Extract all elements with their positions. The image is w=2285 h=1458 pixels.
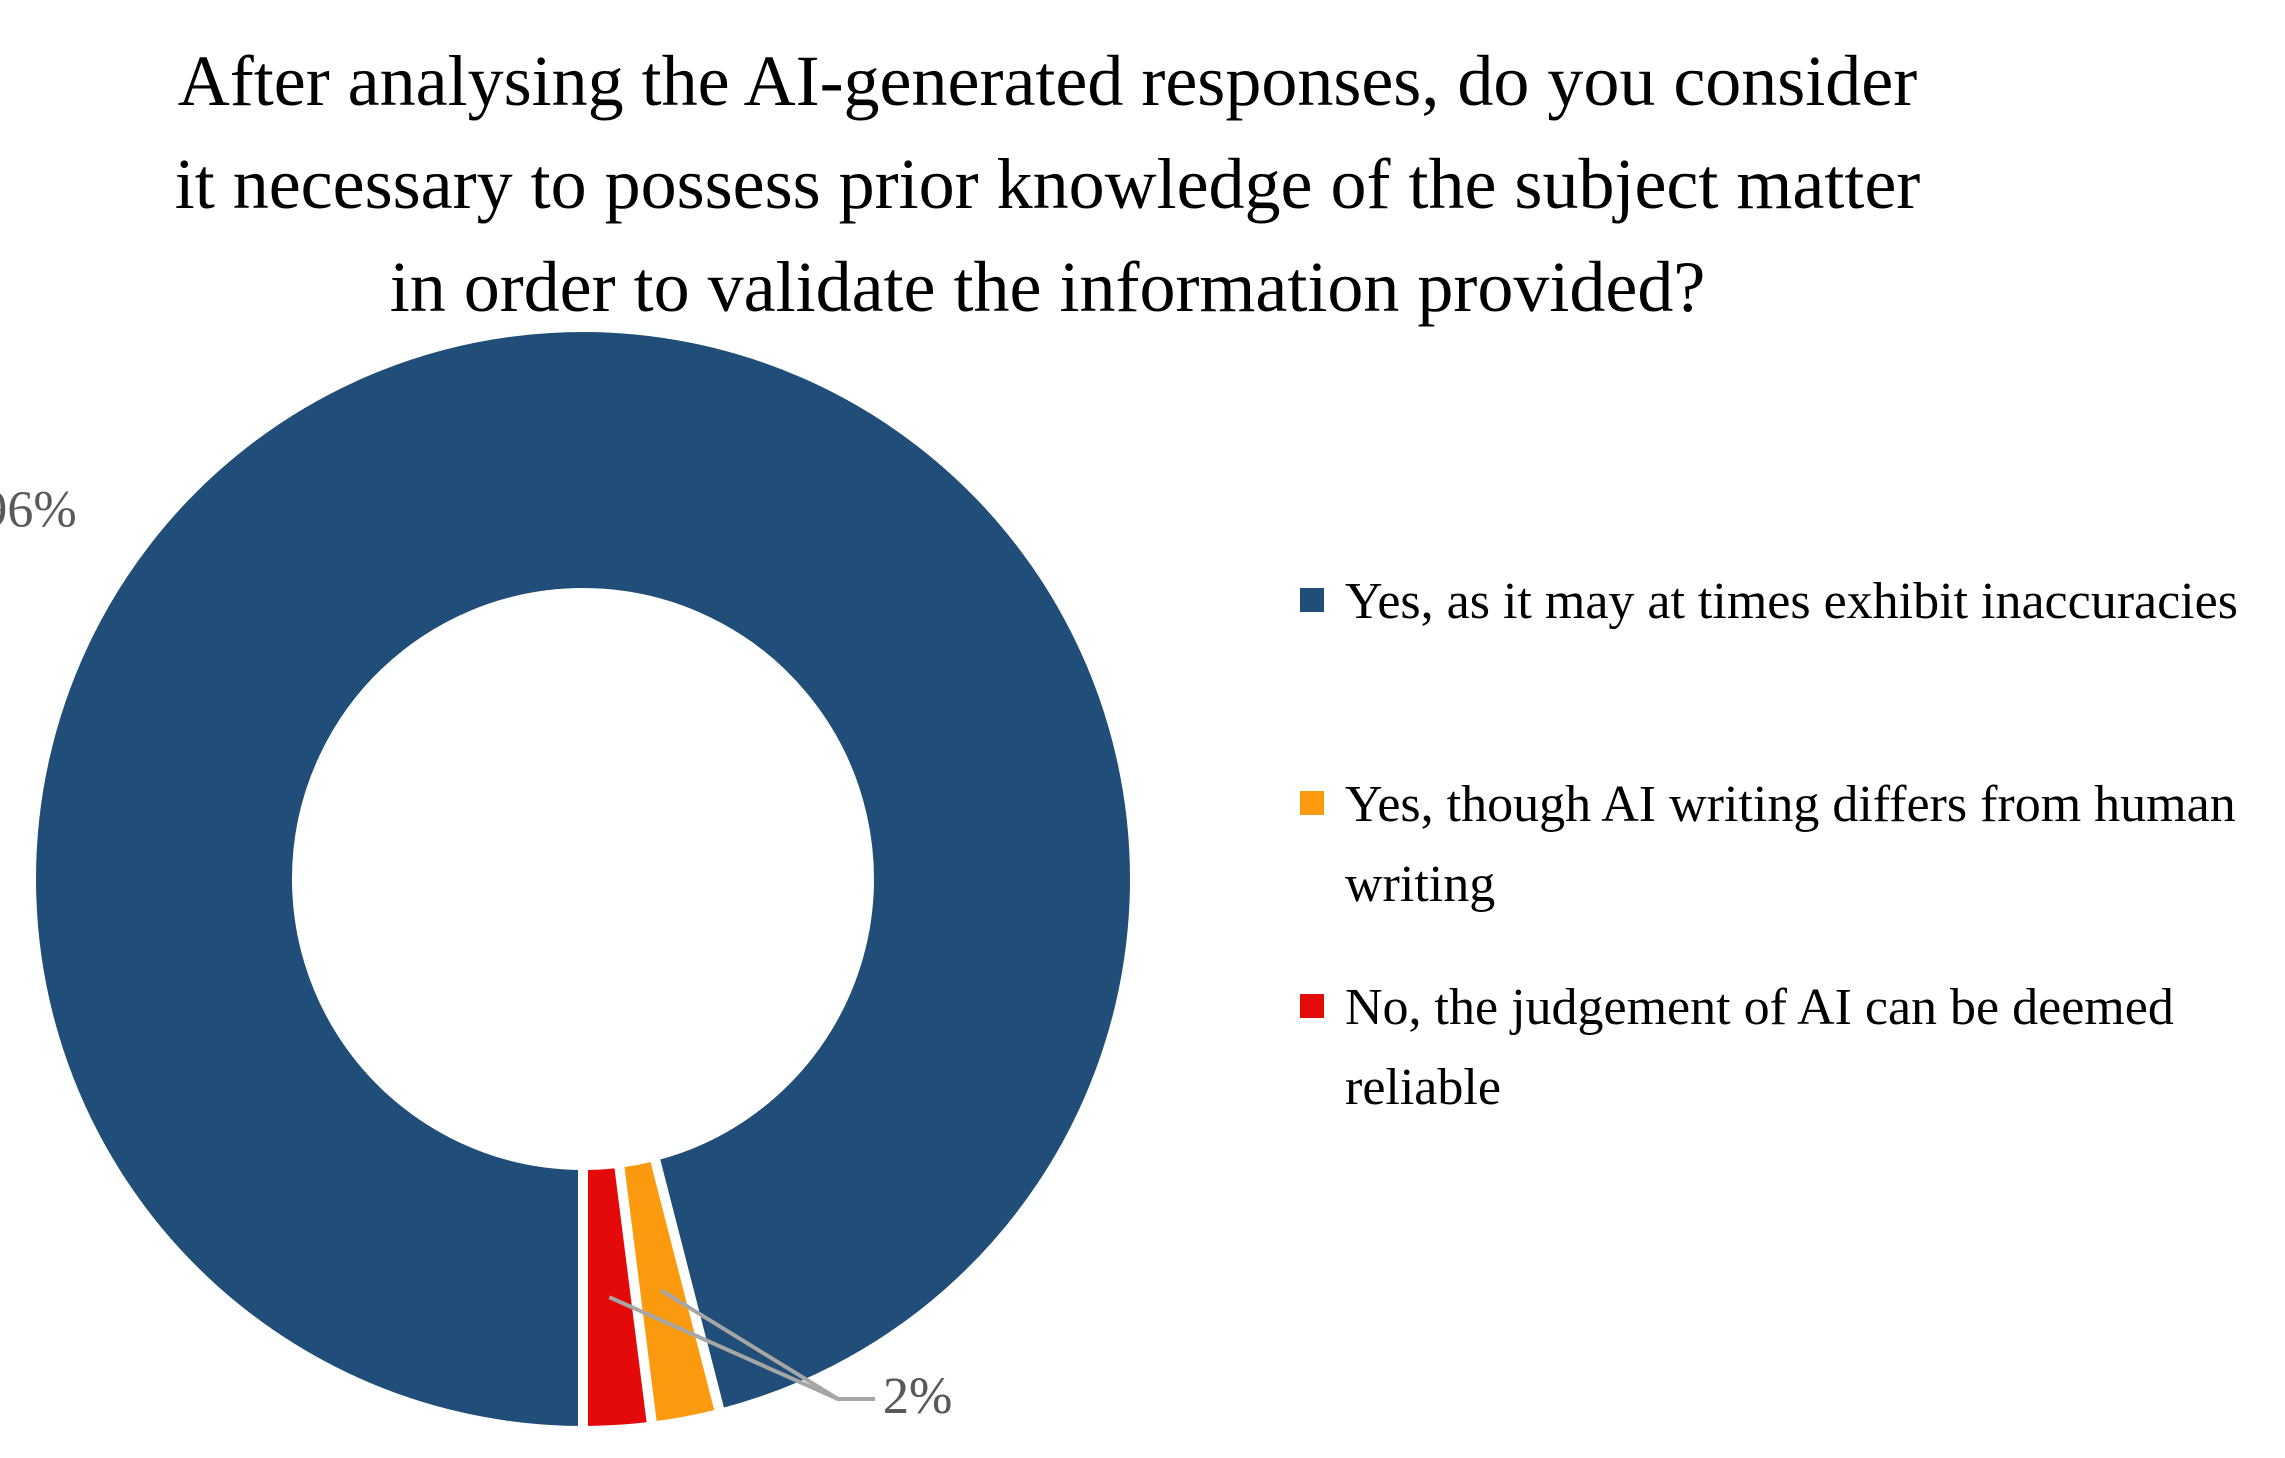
legend-label: Yes, though AI writing differs from huma… — [1345, 776, 2236, 913]
legend-item: No, the judgement of AI can be deemed re… — [1300, 968, 2260, 1128]
legend-swatch — [1300, 994, 1324, 1018]
title-line: it necessary to possess prior knowledge … — [174, 144, 1921, 224]
slice — [578, 1157, 658, 1437]
leader-line — [608, 1295, 875, 1401]
slice — [26, 322, 1140, 1437]
data-label: 2% — [883, 1368, 952, 1425]
legend-item: Yes, though AI writing differs from huma… — [1300, 765, 2260, 925]
title-line: in order to validate the information pro… — [389, 247, 1706, 327]
title-line: After analysing the AI-generated respons… — [177, 41, 1918, 121]
data-label: 2% — [883, 1368, 952, 1425]
legend-swatch — [1300, 588, 1324, 612]
legend-label: Yes, as it may at times exhibit inaccura… — [1345, 573, 2238, 630]
legend-item: Yes, as it may at times exhibit inaccura… — [1300, 562, 2260, 642]
data-label: 96% — [0, 482, 77, 539]
chart-title: After analysing the AI-generated respons… — [0, 30, 2095, 339]
legend-label: No, the judgement of AI can be deemed re… — [1345, 979, 2174, 1116]
legend-swatch — [1300, 791, 1324, 815]
